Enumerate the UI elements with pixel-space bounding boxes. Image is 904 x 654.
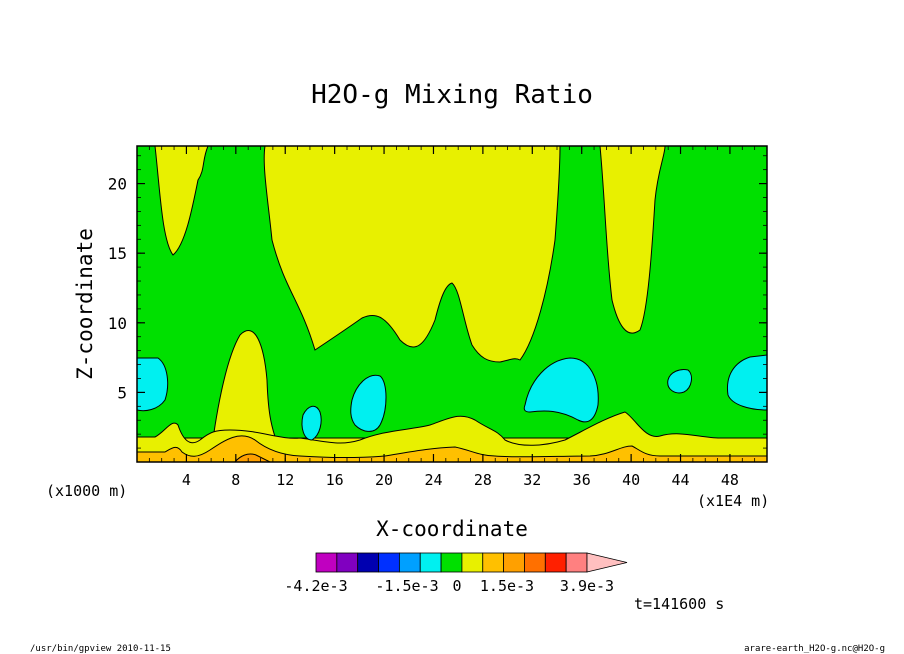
time-label: t=141600 s — [634, 595, 724, 613]
band-cyan-left — [137, 357, 169, 412]
colorbar-swatch — [378, 552, 400, 573]
y-axis-label: Z-coordinate — [73, 228, 97, 380]
x-tick-label: 4 — [182, 471, 191, 489]
band-yellow-low — [137, 411, 767, 462]
x-axis: 4 8 12 16 20 24 28 32 36 40 44 48 — [148, 146, 756, 489]
band-orange — [234, 453, 271, 462]
x-tick-label: 48 — [721, 471, 739, 489]
colorbar-swatch — [440, 552, 463, 573]
y-scale-note: (x1000 m) — [46, 482, 127, 500]
colorbar-swatch — [544, 552, 567, 573]
y-tick-label: 10 — [108, 314, 127, 333]
band-cyan-4 — [667, 369, 692, 394]
colorbar-swatch — [524, 552, 546, 573]
x-tick-label: 24 — [424, 471, 442, 489]
colorbar-swatch — [398, 552, 421, 573]
y-axis: 5 10 15 20 — [108, 155, 767, 449]
x-tick-label: 16 — [326, 471, 344, 489]
colorbar-swatch — [461, 552, 484, 573]
y-tick-label: 5 — [117, 383, 127, 402]
band-cyan-1 — [301, 405, 322, 441]
x-scale-note: (x1E4 m) — [697, 492, 769, 510]
colorbar-swatch — [565, 552, 588, 573]
plot-frame — [136, 145, 768, 463]
x-tick-label: 20 — [375, 471, 393, 489]
colorbar-label: 0 — [452, 577, 461, 595]
band-gold — [137, 435, 767, 462]
colorbar-swatch — [315, 552, 338, 573]
x-tick-label: 40 — [622, 471, 640, 489]
x-axis-label: X-coordinate — [376, 517, 528, 541]
x-tick-label: 8 — [231, 471, 240, 489]
colorbar-label: 3.9e-3 — [560, 577, 614, 595]
band-cyan-right — [726, 354, 767, 411]
colorbar-swatch — [419, 552, 442, 573]
footer-right: arare-earth_H2O-g.nc@H2O-g — [744, 644, 885, 654]
band-yellow-tongue — [209, 330, 286, 462]
x-tick-label: 44 — [671, 471, 689, 489]
x-tick-label: 12 — [276, 471, 294, 489]
y-tick-label: 20 — [108, 175, 127, 194]
colorbar: -4.2e-3 -1.5e-3 0 1.5e-3 3.9e-3 — [284, 552, 628, 595]
colorbar-swatch — [503, 552, 525, 573]
y-tick-label: 15 — [108, 244, 127, 263]
band-cyan-2 — [350, 374, 387, 432]
colorbar-label: -1.5e-3 — [375, 577, 438, 595]
colorbar-swatch — [357, 552, 379, 573]
band-cyan-3 — [523, 357, 599, 423]
colorbar-label: -4.2e-3 — [284, 577, 347, 595]
x-tick-label: 32 — [523, 471, 541, 489]
colorbar-label: 1.5e-3 — [480, 577, 534, 595]
x-tick-label: 28 — [474, 471, 492, 489]
colorbar-arrow — [586, 552, 628, 573]
footer-left: /usr/bin/gpview 2010-11-15 — [30, 644, 171, 654]
colorbar-swatch — [482, 552, 505, 573]
x-tick-label: 36 — [573, 471, 591, 489]
colorbar-swatch — [336, 552, 359, 573]
contour-field — [137, 146, 767, 462]
chart-title: H2O-g Mixing Ratio — [311, 80, 593, 110]
